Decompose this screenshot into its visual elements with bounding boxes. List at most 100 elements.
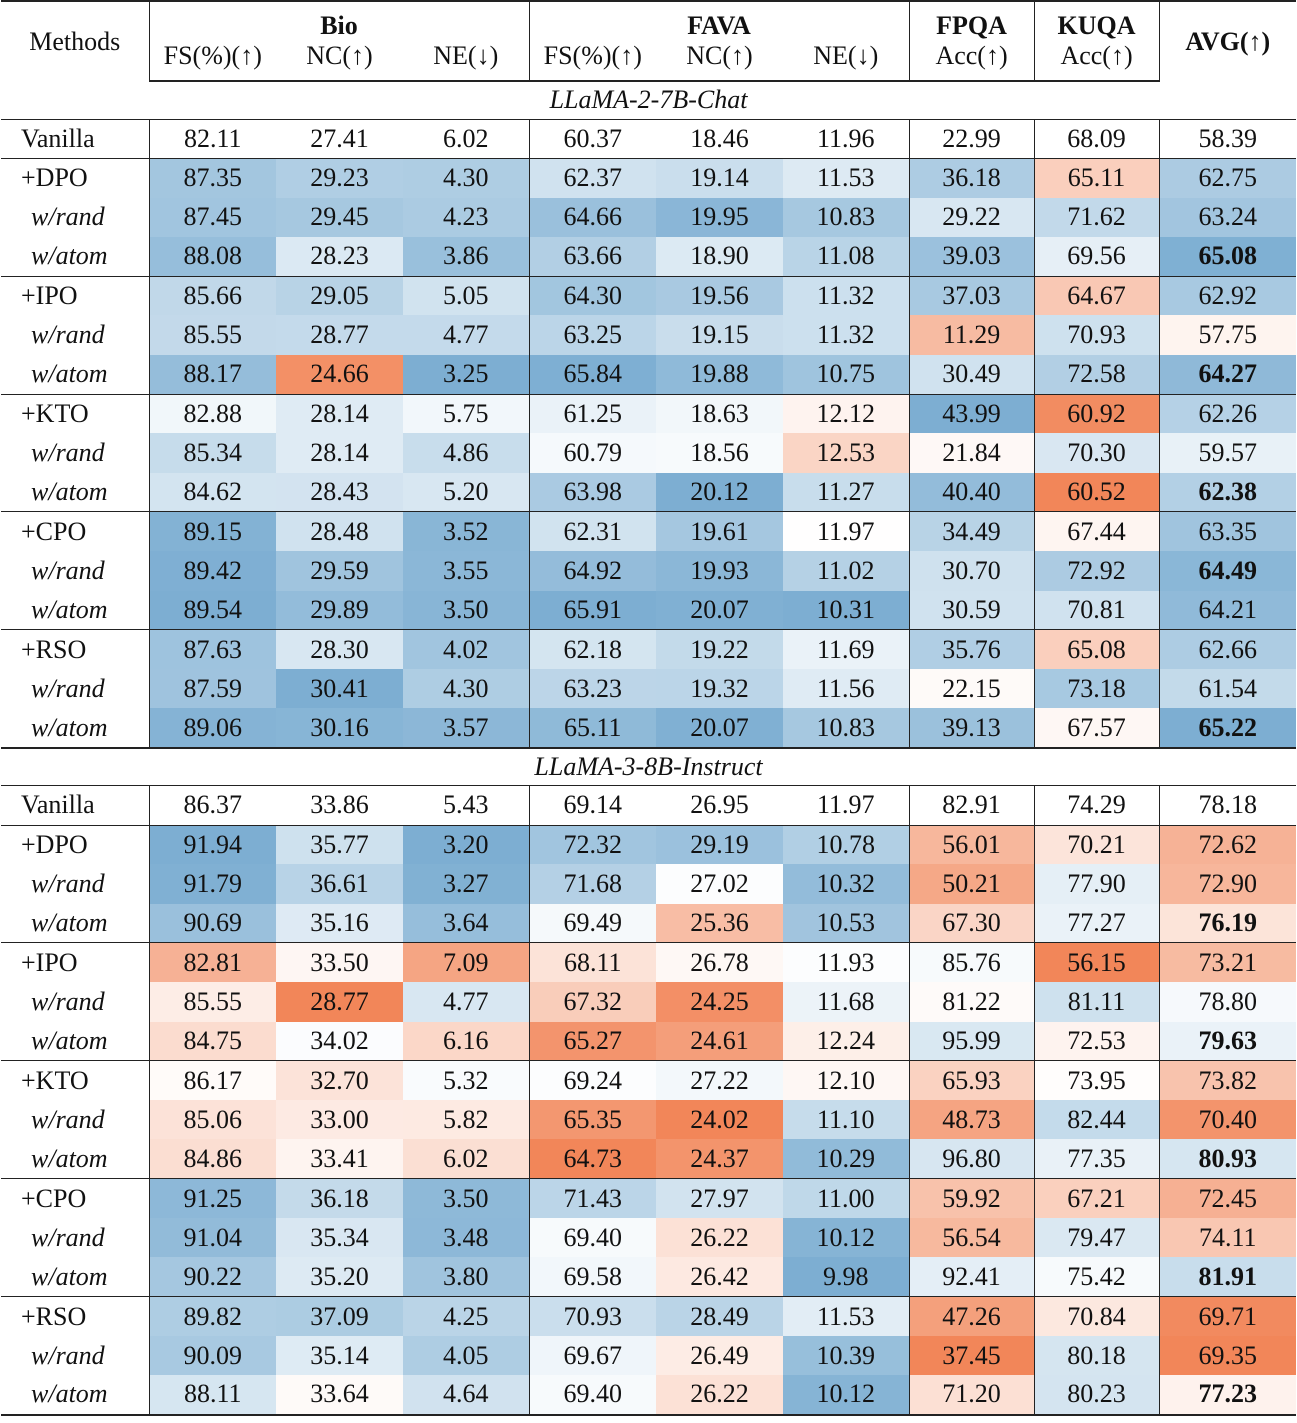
value-cell: 62.18: [528, 629, 656, 670]
method-cell: Vanilla: [1, 785, 149, 826]
value-cell: 26.95: [656, 785, 783, 826]
value-cell: 12.53: [783, 433, 910, 473]
value-cell: 11.97: [783, 511, 910, 552]
value-cell: 24.37: [656, 1139, 783, 1179]
data-row: w/atom 90.69 35.16 3.64 69.49 25.36 10.53 67.30…: [1, 903, 1297, 943]
value-cell: 62.66: [1158, 629, 1297, 670]
value-cell: 22.15: [908, 669, 1035, 709]
method-cell: +KTO: [1, 1060, 149, 1101]
value-cell: 64.27: [1158, 354, 1297, 395]
value-cell: 19.95: [656, 197, 783, 237]
data-row: +RSO 89.82 37.09 4.25 70.93 28.49 11.53 47.26 70…: [1, 1296, 1297, 1336]
value-cell: 65.35: [528, 1100, 656, 1140]
value-cell: 36.18: [908, 157, 1035, 198]
data-row: +IPO 85.66 29.05 5.05 64.30 19.56 11.32 37.03 64…: [1, 275, 1297, 316]
value-cell: 70.81: [1033, 590, 1160, 630]
value-cell: 24.02: [656, 1100, 783, 1140]
value-cell: 72.32: [528, 824, 656, 865]
value-cell: 72.92: [1033, 551, 1160, 591]
value-cell: 26.22: [656, 1375, 783, 1416]
value-cell: 3.48: [403, 1218, 529, 1258]
value-cell: 11.93: [783, 942, 910, 983]
value-cell: 78.80: [1158, 982, 1297, 1022]
value-cell: 61.54: [1158, 669, 1297, 709]
value-cell: 87.45: [148, 197, 276, 237]
data-row: +IPO 82.81 33.50 7.09 68.11 26.78 11.93 85.76 56…: [1, 942, 1297, 983]
header-cell: AVG(↑): [1158, 0, 1297, 81]
value-cell: 28.77: [276, 315, 403, 355]
value-cell: 65.08: [1033, 629, 1160, 670]
value-cell: 12.10: [783, 1060, 910, 1101]
value-cell: 20.07: [656, 708, 783, 748]
value-cell: 74.11: [1158, 1218, 1297, 1258]
data-row: w/atom 88.11 33.64 4.64 69.40 26.22 10.12 71.20…: [1, 1375, 1297, 1416]
value-cell: 91.25: [148, 1178, 276, 1219]
value-cell: 77.23: [1158, 1375, 1297, 1416]
metric-header: NE(↓): [403, 41, 529, 82]
value-cell: 72.90: [1158, 864, 1297, 904]
value-cell: 33.64: [276, 1375, 403, 1416]
value-cell: 11.69: [783, 629, 910, 670]
value-cell: 73.18: [1033, 669, 1160, 709]
value-cell: 24.61: [656, 1021, 783, 1061]
method-cell: +CPO: [1, 511, 149, 552]
value-cell: 6.16: [403, 1021, 529, 1061]
value-cell: 33.50: [276, 942, 403, 983]
group-header: Bio: [148, 0, 529, 41]
value-cell: 37.03: [908, 275, 1035, 316]
value-cell: 30.41: [276, 669, 403, 709]
value-cell: 19.93: [656, 551, 783, 591]
data-row: w/rand 87.45 29.45 4.23 64.66 19.95 10.83 29.22…: [1, 197, 1297, 237]
value-cell: 11.10: [783, 1100, 910, 1140]
value-cell: 10.31: [783, 590, 910, 630]
value-cell: 88.11: [148, 1375, 276, 1416]
value-cell: 35.76: [908, 629, 1035, 670]
value-cell: 69.14: [528, 785, 656, 826]
value-cell: 5.82: [403, 1100, 529, 1140]
value-cell: 82.81: [148, 942, 276, 983]
value-cell: 27.22: [656, 1060, 783, 1101]
value-cell: 24.25: [656, 982, 783, 1022]
group-header: FPQA: [908, 0, 1035, 41]
method-cell: w/atom: [31, 1143, 108, 1173]
method-cell: w/atom: [31, 1261, 108, 1291]
value-cell: 84.86: [148, 1139, 276, 1179]
value-cell: 86.37: [148, 785, 276, 826]
value-cell: 87.59: [148, 669, 276, 709]
value-cell: 7.09: [403, 942, 529, 983]
header-row: Methods Bio FAVA FPQA KUQA AVG(↑): [1, 0, 1297, 81]
value-cell: 24.66: [276, 354, 403, 395]
value-cell: 28.14: [276, 433, 403, 473]
value-cell: 84.75: [148, 1021, 276, 1061]
method-cell: +KTO: [1, 393, 149, 434]
value-cell: 12.12: [783, 393, 910, 434]
value-cell: 81.91: [1158, 1257, 1297, 1297]
metric-header: NE(↓): [783, 41, 910, 82]
value-cell: 32.70: [276, 1060, 403, 1101]
method-cell: +RSO: [1, 1296, 149, 1336]
value-cell: 69.24: [528, 1060, 656, 1101]
value-cell: 3.55: [403, 551, 529, 591]
value-cell: 3.25: [403, 354, 529, 395]
value-cell: 18.56: [656, 433, 783, 473]
data-row: w/rand 85.55 28.77 4.77 63.25 19.15 11.32 11.29…: [1, 315, 1297, 355]
data-row: w/atom 88.08 28.23 3.86 63.66 18.90 11.08 39.03…: [1, 236, 1297, 277]
value-cell: 4.02: [403, 629, 529, 670]
value-cell: 70.84: [1033, 1296, 1160, 1336]
data-row: Vanilla 86.37 33.86 5.43 69.14 26.95 11.97 82.9…: [1, 785, 1297, 826]
value-cell: 29.59: [276, 551, 403, 591]
value-cell: 68.09: [1033, 118, 1160, 159]
value-cell: 33.41: [276, 1139, 403, 1179]
value-cell: 5.75: [403, 393, 529, 434]
value-cell: 80.93: [1158, 1139, 1297, 1179]
method-cell: w/rand: [31, 673, 105, 703]
value-cell: 63.25: [528, 315, 656, 355]
value-cell: 69.71: [1158, 1296, 1297, 1336]
value-cell: 19.32: [656, 669, 783, 709]
value-cell: 25.36: [656, 903, 783, 943]
value-cell: 71.68: [528, 864, 656, 904]
value-cell: 33.86: [276, 785, 403, 826]
method-cell: +CPO: [1, 1178, 149, 1219]
value-cell: 5.20: [403, 472, 529, 512]
